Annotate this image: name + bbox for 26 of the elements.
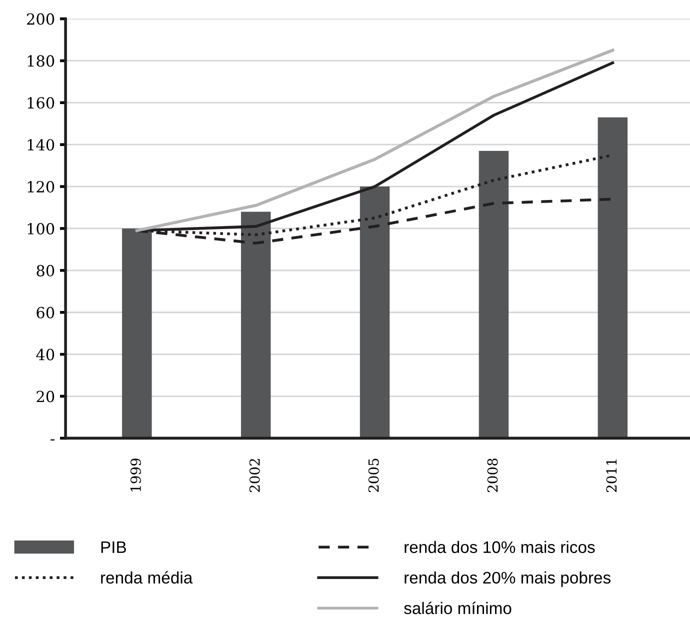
y-tick-label: 160	[28, 97, 54, 109]
y-tick-label: 120	[28, 181, 54, 193]
y-tick-label: 200	[27, 13, 54, 25]
x-tick-label: 2011	[606, 460, 617, 492]
x-tick-label: 2005	[368, 458, 379, 492]
legend-label: renda dos 20% mais pobres	[404, 571, 611, 587]
y-tick-label: -	[50, 439, 54, 440]
bar	[122, 228, 152, 438]
bar	[360, 186, 390, 438]
y-tick-label: 80	[36, 264, 54, 276]
bar	[240, 212, 271, 438]
bar	[598, 117, 628, 438]
y-tick-label: 60	[36, 306, 54, 318]
x-tick-label: 2002	[249, 459, 260, 492]
y-tick-label: 140	[28, 139, 54, 151]
legend-label: PIB	[101, 541, 126, 553]
y-tick-label: 20	[36, 390, 54, 402]
y-tick-label: 40	[36, 348, 54, 360]
legend-label: renda dos 10% mais ricos	[404, 540, 595, 554]
x-tick-label: 1999	[130, 458, 141, 492]
y-tick-label: 180	[28, 55, 54, 67]
x-tick-label: 2008	[487, 458, 498, 492]
legend-label: salário mínimo	[404, 602, 512, 614]
bar	[478, 150, 509, 438]
legend-label: renda média	[101, 571, 193, 584]
y-tick-label: 100	[28, 222, 54, 235]
